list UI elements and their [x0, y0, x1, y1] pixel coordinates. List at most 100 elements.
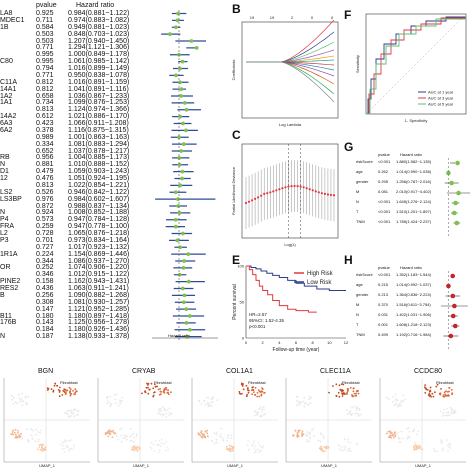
panel-a-cell-hr: 0.947(0.784~1.128)	[68, 216, 130, 224]
panel-a-cell-gene: PINE2	[0, 278, 21, 286]
panel-a-cell-gene: D1	[0, 168, 9, 176]
umap-cell-point	[356, 406, 358, 409]
panel-a-cell-gene: L2	[0, 230, 8, 237]
umap-cell-point	[157, 451, 160, 454]
umap-cell-point	[390, 436, 393, 439]
umap-cell-point	[27, 440, 30, 443]
umap-cell-point	[308, 440, 310, 443]
panel-c-letter: C	[232, 128, 241, 142]
umap-cell-point	[253, 391, 255, 393]
umap-cell-point	[109, 395, 112, 398]
panelH-forest-plot	[440, 271, 468, 349]
panel-a-cell-p: 0.924	[36, 209, 54, 217]
y-axis-label: Sensitivity	[355, 55, 360, 73]
legend-high-label: High Risk	[307, 271, 334, 277]
panelG-cell-hr: 1.014(0.990~1.038)	[396, 169, 432, 174]
umap-cell-point	[21, 437, 23, 440]
umap-cell-point	[395, 433, 398, 436]
hr-point	[180, 59, 185, 64]
panel-a-cell-p: 0.476	[36, 175, 54, 182]
top-tick-label: 0	[331, 15, 334, 20]
roc-curve	[366, 14, 467, 115]
umap-cell-point	[340, 383, 343, 385]
panel-a-cell-p: 0.711	[36, 16, 53, 24]
panel-a-cell-hr: 1.180(0.926~1.436)	[68, 326, 130, 334]
panel-a-cell-p: 0.526	[36, 188, 54, 196]
umap-cell-point	[255, 410, 257, 412]
umap-cell-point	[210, 398, 213, 401]
panel-a-cell-hr: 0.974(0.883~1.082)	[68, 16, 130, 24]
umap-cell-point	[220, 433, 222, 436]
umap-cell-point	[154, 439, 157, 442]
panel-a-cell-hr: 1.059(0.903~1.243)	[68, 168, 130, 176]
hr-point	[448, 333, 454, 339]
panel-a-cell-hr: 1.000(0.849~1.178)	[68, 51, 130, 59]
deviance-point	[299, 185, 302, 188]
panel-a-cell-gene: C80	[0, 58, 13, 66]
panel-f-letter: F	[344, 8, 352, 22]
umap-cell-point	[206, 429, 208, 432]
umap-cell-point	[311, 429, 313, 432]
umap-cell-point	[402, 400, 405, 402]
umap-cell-point	[395, 398, 398, 400]
panel-a-cell-hr: 1.001(0.863~1.163)	[68, 133, 130, 141]
deviance-point	[263, 192, 266, 196]
umap-cell-point	[309, 437, 311, 440]
umap-cell-point	[222, 438, 224, 440]
umap-cell-point	[106, 402, 109, 404]
umap-cell-point	[441, 415, 444, 417]
panel-a-cell-p: 0.812	[36, 85, 54, 93]
umap-cell-point	[327, 446, 330, 449]
panelG-cell-p: <0.001	[378, 209, 391, 214]
coefficient-path	[246, 19, 335, 63]
panel-a-cell-hr: 1.090(0.882~1.268)	[68, 291, 130, 299]
high-risk-curve	[246, 265, 317, 313]
umap-cell-point	[68, 439, 71, 442]
umap-cell-point	[409, 436, 411, 438]
umap-cell-point	[393, 436, 395, 439]
umap-cell-point	[412, 430, 414, 432]
umap-cell-point	[297, 401, 300, 403]
umap-cell-point	[355, 409, 358, 411]
hr-point	[181, 142, 186, 147]
umap-cell-point	[162, 415, 165, 417]
umap-cell-point	[341, 395, 344, 397]
panelH-cell-label: TNM	[356, 332, 365, 337]
panel-a-cell-p: 0.256	[36, 291, 54, 299]
umap-cell-point	[113, 394, 116, 397]
umap-cell-point	[353, 405, 355, 408]
umap-gene-title: CRYAB	[132, 368, 156, 375]
umap-cell-point	[136, 450, 139, 453]
hr-point	[446, 170, 451, 176]
panel-a-cell-p: 0.378	[36, 126, 54, 134]
hr-point	[446, 283, 451, 289]
umap-cell-point	[66, 440, 68, 442]
panel-a-cell-gene: 14A1	[0, 85, 17, 93]
umap-cell-point	[134, 447, 137, 449]
umap-cell-point	[146, 382, 148, 385]
umap-cell-point	[425, 387, 427, 390]
umap-cell-point	[350, 414, 353, 417]
umap-cell-point	[294, 430, 297, 432]
umap-cell-point	[125, 435, 128, 438]
panel-a-cell-p: 0.872	[36, 202, 54, 210]
umap-cell-point	[446, 439, 448, 441]
umap-cell-point	[59, 443, 62, 446]
umap-cell-point	[76, 409, 79, 412]
umap-cell-point	[423, 386, 426, 389]
hr-point	[456, 190, 461, 196]
deviance-point	[332, 194, 336, 197]
umap-cell-point	[258, 451, 260, 453]
umap-cell-point	[157, 411, 160, 413]
hr-point	[452, 210, 457, 216]
umap-cell-point	[167, 391, 169, 394]
umap-cell-point	[259, 415, 261, 418]
hr-point	[454, 220, 460, 226]
y-axis-label: Coefficients	[231, 60, 236, 81]
panelG-cell-hr: 1.785(1.424~2.237)	[396, 219, 432, 224]
umap-cell-point	[121, 396, 124, 399]
panelH-cell-hr: 1.516(0.611~3.754)	[396, 302, 431, 307]
umap-x-label: UMAP_1	[133, 463, 150, 468]
umap-cell-point	[150, 448, 153, 450]
umap-cell-point	[160, 438, 163, 441]
